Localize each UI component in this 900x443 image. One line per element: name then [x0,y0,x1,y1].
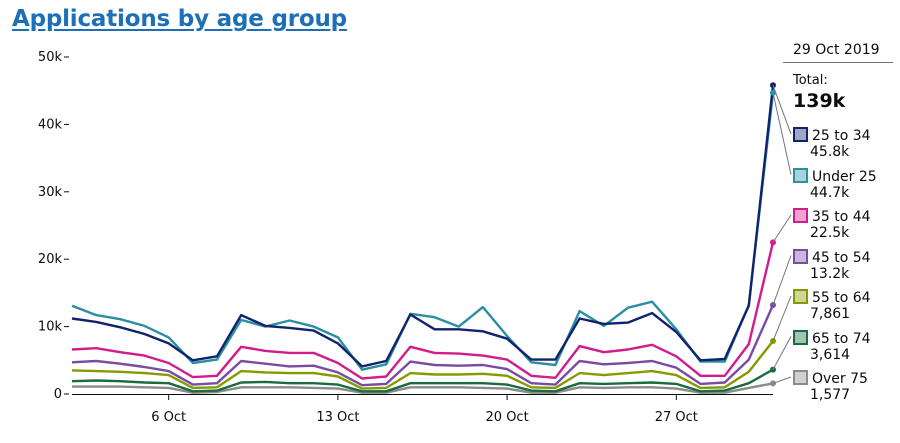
legend-series-value: 44.7k [810,184,850,201]
y-tick-label: 30k [38,185,63,200]
y-tick-label: 0 [54,387,62,402]
legend-item: Over 75 1,577 [793,368,900,403]
legend-swatch [793,167,808,183]
y-tick-label: 20k [38,252,63,267]
series-line [71,304,775,387]
series-line [71,242,775,380]
legend-series-name: 25 to 34 [812,128,871,144]
legend-series-name: Under 25 [812,168,877,185]
legend-series-value: 7,861 [810,306,851,322]
series-lines [71,82,776,394]
legend-item: Under 25 44.7k [793,166,900,201]
legend-series-value: 3,614 [810,346,851,363]
legend-panel: 29 Oct 2019 Total: 139k [783,38,893,112]
x-tick-label: 27 Oct [655,410,698,425]
chart-title[interactable]: Applications by age group [12,6,347,32]
y-tick-label: 40k [38,117,63,132]
legend-date: 29 Oct 2019 [783,38,893,63]
legend-series-name: 55 to 64 [812,290,871,306]
legend-swatch [793,329,808,345]
legend-series-name: 65 to 74 [812,330,871,347]
legend-leader-line [772,92,792,175]
series-line [72,382,774,394]
legend-series-value: 45.8k [810,144,850,160]
legend-swatch [793,127,808,142]
legend-swatch [793,289,808,304]
legend-swatch [793,248,808,264]
legend-item: 45 to 54 13.2k [793,247,900,282]
legend-leader-line [772,376,792,384]
legend-leader-line [772,295,792,342]
legend-total-value: 139k [793,90,846,112]
x-tick-label: 6 Oct [151,410,186,425]
x-tick-label: 20 Oct [486,410,529,425]
legend-item: 35 to 44 22.5k [793,206,900,241]
y-axis: 0 10k 20k 30k 40k 50k [38,50,69,402]
legend-series-name: 45 to 54 [812,249,871,266]
legend-item: 65 to 74 3,614 [793,328,900,363]
legend-series-name: 35 to 44 [812,209,871,225]
series-line [71,92,775,371]
legend-series-value: 1,577 [810,387,851,403]
series-line [71,340,774,390]
legend-leader-lines [772,85,792,384]
legend-leader-line [772,336,792,370]
legend-leader-line [772,214,792,243]
legend-item: 25 to 34 45.8k [793,125,900,160]
legend-swatch [793,208,808,223]
y-tick-label: 50k [38,50,63,65]
legend-series-name: Over 75 [812,371,868,387]
legend-series-value: 22.5k [810,225,850,241]
x-tick-label: 13 Oct [316,410,359,425]
series-line [71,85,775,368]
legend-leader-line [772,255,792,306]
legend-total-label: Total: [793,73,828,88]
series-line [71,368,774,393]
y-tick-label: 10k [38,320,63,335]
x-axis: 6 Oct 13 Oct 20 Oct 27 Oct [72,394,773,425]
legend-leader-line [772,85,792,135]
legend-item: 55 to 64 7,861 [793,287,900,322]
legend-series-value: 13.2k [810,265,850,282]
legend-swatch [793,370,808,385]
